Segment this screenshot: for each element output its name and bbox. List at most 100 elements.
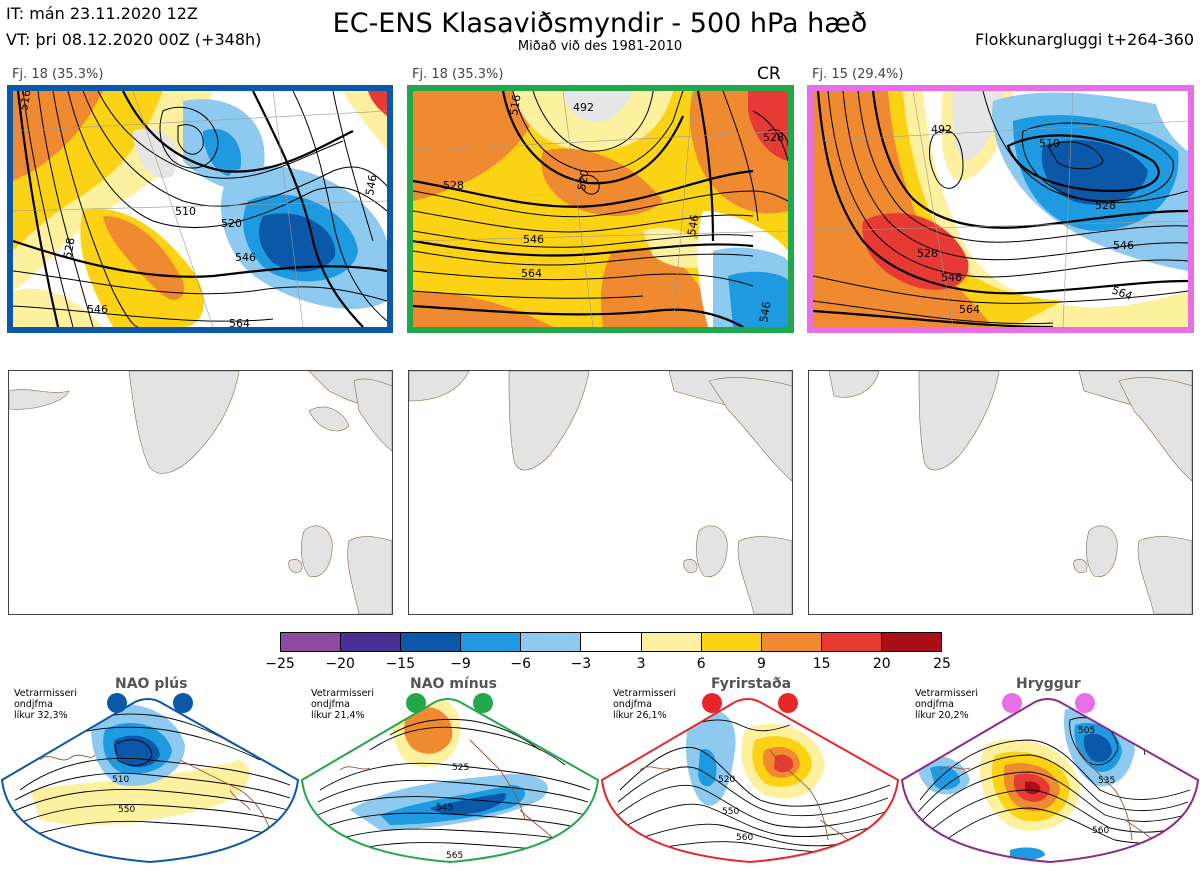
cluster-map-2-graphic: 492 516 528 528 520 546 546 564 546 — [413, 91, 788, 327]
contour-label: 546 — [1113, 239, 1134, 252]
contour-label: 535 — [1098, 776, 1115, 786]
color-bar-tick: 25 — [933, 656, 951, 672]
regime-info-nao-plus: Vetrarmisseri ondjfma líkur 32,3% — [14, 688, 77, 721]
contour-label: 546 — [685, 214, 701, 237]
color-bar-tick: 20 — [872, 656, 891, 672]
contour-label: 528 — [917, 247, 938, 260]
regime-dot — [107, 693, 127, 713]
init-time: IT: mán 23.11.2020 12Z — [6, 4, 198, 23]
contour-label: 528 — [763, 131, 784, 144]
color-bar-cell — [461, 633, 522, 651]
empty-map-1-graphic — [9, 371, 392, 614]
contour-label: 564 — [229, 317, 250, 327]
page-subtitle: Miðað við des 1981-2010 — [517, 39, 683, 54]
contour-label: 510 — [1039, 137, 1060, 150]
contour-label: 546 — [523, 233, 544, 246]
contour-label: 545 — [436, 803, 453, 813]
empty-map-1 — [8, 370, 393, 615]
cluster-label-1: Fj. 18 (35.3%) — [12, 67, 104, 82]
contour-label: 550 — [118, 805, 135, 815]
regime-name-blocking: Fyrirstaða — [711, 676, 792, 692]
regime-dot — [702, 693, 722, 713]
regime-map-ridge: 505 535 560 — [902, 699, 1198, 862]
empty-map-2-graphic — [409, 371, 792, 614]
regime-dot — [406, 693, 426, 713]
regime-frame-ridge — [900, 698, 1200, 864]
contour-label: 525 — [452, 763, 469, 773]
contour-label: 564 — [521, 267, 542, 280]
contour-label: 528 — [61, 237, 77, 260]
cluster-map-2: 492 516 528 528 520 546 546 564 546 — [407, 85, 794, 333]
contour-label: 546 — [941, 271, 962, 284]
contour-label: 510 — [175, 205, 196, 218]
classification-window: Flokkunargluggi t+264-360 — [975, 30, 1194, 49]
contour-label: 528 — [1095, 199, 1116, 212]
regime-dot — [778, 693, 798, 713]
cluster-label-2: Fj. 18 (35.3%) — [412, 67, 504, 82]
color-bar-tick: 9 — [756, 656, 766, 672]
empty-map-3-graphic — [828, 371, 1192, 614]
contour-label: 565 — [446, 851, 463, 861]
color-bar-cell — [761, 633, 822, 651]
regime-frame-blocking — [600, 698, 900, 864]
regime-dot — [1002, 693, 1022, 713]
regime-dot — [473, 693, 493, 713]
color-bar-cell — [881, 633, 942, 651]
regime-dot — [1075, 693, 1095, 713]
contour-label: 550 — [722, 807, 739, 817]
contour-label: 492 — [573, 101, 594, 114]
contour-label: 560 — [1092, 826, 1109, 836]
regime-frame-nao-plus — [0, 698, 300, 864]
contour-label: 546 — [87, 303, 108, 316]
regime-map-nao-minus: 525 545 565 — [302, 699, 598, 862]
color-bar-tick: −20 — [325, 656, 355, 672]
regime-info-blocking: Vetrarmisseri ondjfma líkur 26,1% — [613, 688, 676, 721]
color-bar-cell — [341, 633, 402, 651]
contour-label: 560 — [736, 833, 753, 843]
cluster-map-3-graphic: 492 510 528 528 546 546 564 564 — [813, 91, 1188, 327]
color-bar-tick: 6 — [696, 656, 706, 672]
contour-label: 546 — [363, 174, 379, 197]
regime-info-ridge: Vetrarmisseri ondjfma líkur 20,2% — [915, 688, 978, 721]
contour-label: 520 — [575, 169, 591, 192]
color-bar-cell — [641, 633, 702, 651]
color-bar-tick: −9 — [450, 656, 471, 672]
color-bar-cell — [521, 633, 582, 651]
contour-label: 546 — [235, 251, 256, 264]
contour-label: 516 — [507, 94, 523, 117]
cluster-tag-cr: CR — [757, 64, 781, 84]
contour-label: 520 — [718, 775, 735, 785]
regime-info-nao-minus: Vetrarmisseri ondjfma líkur 21,4% — [311, 688, 374, 721]
page-title: EC-ENS Klasaviðsmyndir - 500 hPa hæð — [332, 8, 868, 39]
color-bar-tick: 3 — [636, 656, 646, 672]
color-bar-cell — [701, 633, 762, 651]
empty-map-2 — [408, 370, 793, 615]
color-bar-tick: −6 — [510, 656, 532, 672]
regime-frame-nao-minus — [300, 698, 600, 864]
regime-dot — [173, 693, 193, 713]
contour-label: 564 — [959, 303, 980, 316]
color-bar-cell — [401, 633, 462, 651]
contour-label: 528 — [443, 179, 464, 192]
regime-name-ridge: Hryggur — [1016, 676, 1081, 692]
regime-name-nao-minus: NAO mínus — [410, 676, 497, 692]
cluster-map-1: 516 510 520 528 546 546 564 546 — [7, 85, 393, 333]
empty-map-3 — [808, 370, 1193, 615]
color-bar-tick: −3 — [570, 656, 592, 672]
contour-label: 516 — [17, 91, 33, 112]
contour-label: 505 — [1078, 726, 1095, 736]
contour-label: 510 — [112, 775, 129, 785]
regime-map-blocking: 520 550 560 — [602, 699, 898, 862]
regime-name-nao-plus: NAO plús — [115, 676, 188, 692]
contour-label: 546 — [757, 301, 773, 324]
contour-label: 520 — [221, 217, 242, 230]
color-bar — [280, 632, 942, 652]
color-bar-cell — [821, 633, 882, 651]
regime-maps: 510 550 525 545 565 — [0, 698, 1200, 864]
cluster-map-3: 492 510 528 528 546 546 564 564 — [807, 85, 1194, 333]
color-bar-tick: −25 — [265, 656, 295, 672]
color-bar-tick: −15 — [385, 656, 416, 672]
valid-time: VT: þri 08.12.2020 00Z (+348h) — [6, 30, 262, 49]
regime-map-nao-plus: 510 550 — [2, 699, 298, 862]
cluster-map-1-graphic: 516 510 520 528 546 546 564 546 — [13, 91, 387, 327]
